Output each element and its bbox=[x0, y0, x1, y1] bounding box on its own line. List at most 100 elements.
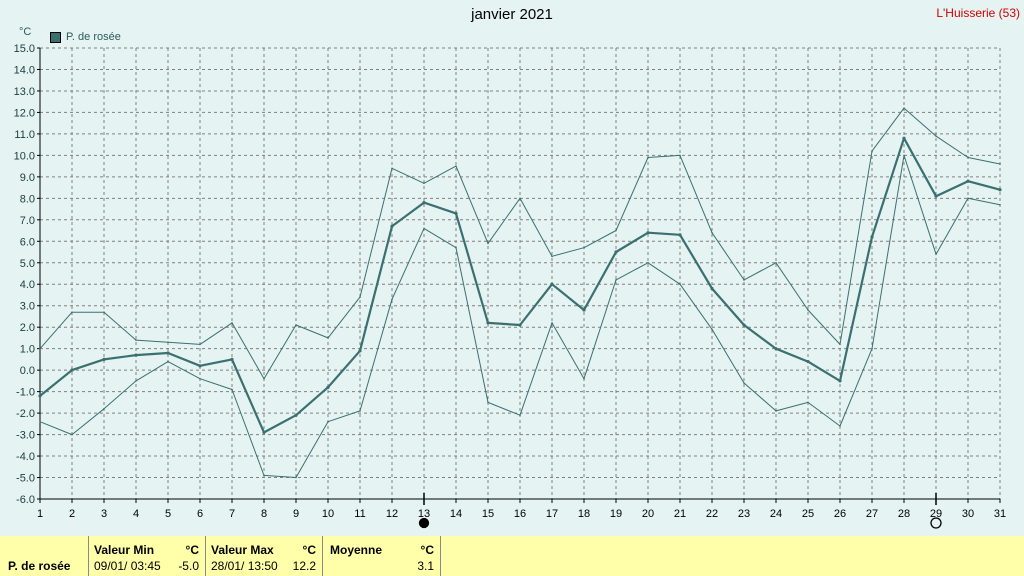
data-point-max bbox=[103, 311, 105, 313]
data-point-min bbox=[775, 410, 777, 412]
x-tick-label: 12 bbox=[386, 508, 398, 520]
data-point-mean bbox=[838, 379, 842, 383]
stats-min-unit: °C bbox=[185, 543, 199, 557]
data-point-mean bbox=[934, 194, 938, 198]
data-point-mean bbox=[454, 211, 458, 215]
y-tick-label: 13.0 bbox=[14, 86, 35, 98]
data-point-max bbox=[263, 377, 265, 380]
y-tick-label: 8.0 bbox=[20, 193, 35, 205]
x-tick-label: 6 bbox=[197, 508, 203, 520]
new-moon-icon bbox=[418, 517, 430, 529]
data-point-max bbox=[807, 309, 809, 311]
x-tick-label: 10 bbox=[322, 508, 334, 520]
data-point-min bbox=[615, 279, 617, 281]
data-point-mean bbox=[198, 364, 202, 368]
stats-max-cell: Valeur Max °C 28/01/ 13:50 12.2 bbox=[206, 536, 323, 576]
data-point-mean bbox=[966, 179, 970, 183]
data-point-min bbox=[967, 197, 969, 200]
data-point-mean bbox=[550, 282, 554, 286]
y-unit-label: °C bbox=[19, 26, 32, 38]
stats-min-value: -5.0 bbox=[178, 559, 199, 573]
x-tick-label: 22 bbox=[706, 508, 718, 520]
x-tick-label: 15 bbox=[482, 508, 494, 520]
x-tick-label: 26 bbox=[834, 508, 846, 520]
data-point-mean bbox=[710, 286, 714, 291]
x-tick-label: 3 bbox=[101, 508, 107, 520]
data-point-max bbox=[199, 343, 201, 346]
stats-row-label: P. de rosée bbox=[8, 559, 71, 573]
full-moon-icon bbox=[930, 517, 942, 529]
data-point-mean bbox=[678, 233, 682, 237]
data-point-min bbox=[135, 380, 137, 382]
data-point-max bbox=[903, 107, 905, 109]
x-tick-label: 20 bbox=[642, 508, 654, 520]
data-point-max bbox=[295, 324, 297, 326]
data-point-min bbox=[807, 401, 809, 404]
data-point-max bbox=[359, 296, 361, 298]
x-tick-label: 1 bbox=[37, 508, 43, 520]
x-tick-label: 14 bbox=[450, 508, 462, 520]
data-point-mean bbox=[390, 224, 394, 228]
data-point-min bbox=[839, 425, 841, 427]
x-tick-label: 28 bbox=[898, 508, 910, 520]
stats-avg-value: 3.1 bbox=[417, 559, 434, 573]
data-point-max bbox=[423, 182, 425, 185]
data-point-mean bbox=[742, 323, 746, 327]
x-tick-label: 16 bbox=[514, 508, 526, 520]
data-point-max bbox=[487, 242, 489, 245]
y-tick-label: 0.0 bbox=[20, 365, 35, 377]
data-point-min bbox=[711, 328, 713, 331]
y-tick-label: 5.0 bbox=[20, 258, 35, 270]
x-tick-label: 19 bbox=[610, 508, 622, 520]
y-tick-label: 3.0 bbox=[20, 301, 35, 313]
stats-avg-unit: °C bbox=[420, 543, 434, 557]
data-point-mean bbox=[230, 357, 234, 362]
series-group bbox=[38, 107, 1002, 479]
stats-row-label-cell: P. de rosée bbox=[0, 536, 89, 576]
data-point-max bbox=[327, 337, 329, 339]
data-point-mean bbox=[38, 394, 42, 398]
x-tick-label: 18 bbox=[578, 508, 590, 520]
data-point-max bbox=[871, 150, 873, 152]
x-tick-label: 4 bbox=[133, 508, 139, 520]
data-point-min bbox=[871, 347, 873, 350]
y-tick-label: 4.0 bbox=[20, 279, 35, 291]
data-point-max bbox=[839, 343, 841, 346]
y-tick-label: 10.0 bbox=[14, 150, 35, 162]
y-tick-labels: 15.0 14.0 13.0 12.0 11.0 10.0 9.0 8.0 7.0 6.0 5.0 4… bbox=[14, 43, 35, 506]
data-point-min bbox=[583, 377, 585, 380]
data-point-min bbox=[487, 401, 489, 404]
x-tick-label: 17 bbox=[546, 508, 558, 520]
data-point-mean bbox=[614, 250, 618, 254]
data-point-min bbox=[199, 377, 201, 380]
y-tick-label: 1.0 bbox=[20, 344, 35, 356]
x-tick-labels: 1 2 3 4 5 6 7 8 9 10 11 12 13 14 15 16 17 18 19 20 21 22 23 24 2… bbox=[37, 508, 1006, 520]
data-point-mean bbox=[262, 430, 266, 435]
data-point-mean bbox=[422, 201, 426, 205]
data-point-min bbox=[679, 283, 681, 286]
data-point-max bbox=[39, 347, 41, 350]
data-point-max bbox=[999, 163, 1001, 165]
legend-swatch bbox=[50, 31, 61, 43]
stats-max-value: 12.2 bbox=[292, 559, 316, 573]
data-point-mean bbox=[774, 347, 778, 351]
y-tick-label: 2.0 bbox=[20, 322, 35, 334]
data-point-mean bbox=[134, 353, 138, 357]
y-tick-label: 11.0 bbox=[14, 129, 35, 141]
data-point-max bbox=[551, 255, 553, 258]
y-tick-label: 12.0 bbox=[14, 107, 35, 119]
x-tick-label: 5 bbox=[165, 508, 171, 520]
data-point-min bbox=[455, 246, 457, 249]
data-point-max bbox=[967, 156, 969, 159]
legend: P. de rosée bbox=[50, 31, 121, 43]
data-point-min bbox=[519, 414, 521, 417]
data-point-mean bbox=[646, 231, 650, 235]
data-point-mean bbox=[582, 308, 586, 312]
data-point-max bbox=[679, 154, 681, 157]
stats-max-label: Valeur Max bbox=[211, 543, 274, 557]
data-point-max bbox=[743, 279, 745, 281]
chart-title: janvier 2021 bbox=[471, 6, 553, 23]
x-tick-label: 27 bbox=[866, 508, 878, 520]
y-tick-label: 9.0 bbox=[20, 172, 35, 184]
data-point-mean bbox=[326, 385, 330, 389]
